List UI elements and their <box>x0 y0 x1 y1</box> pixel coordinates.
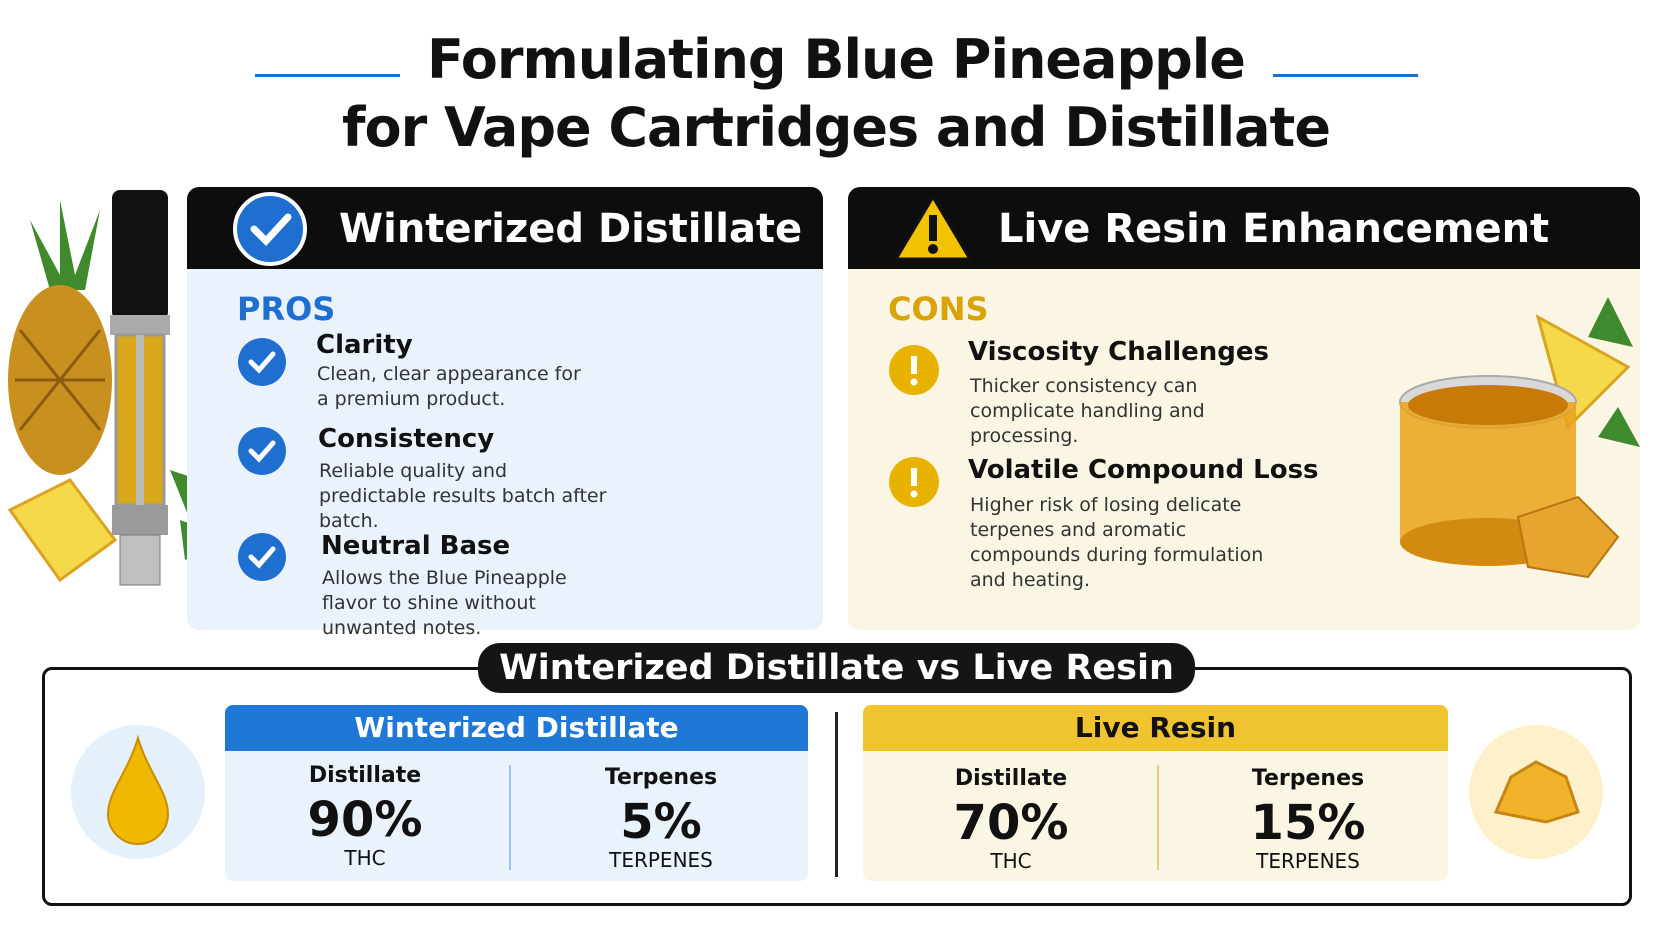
item-title: Consistency <box>318 424 495 454</box>
item-title: Neutral Base <box>321 531 511 561</box>
cartridge <box>110 190 170 586</box>
section-label: PROS <box>237 290 336 328</box>
item-text: Higher risk of losing delicate terpenes … <box>970 494 1264 591</box>
stat-label: Terpenes <box>1251 766 1365 791</box>
stat-label: Terpenes <box>604 765 718 790</box>
title-rule <box>1273 74 1418 77</box>
panel-header: Winterized Distillate <box>187 187 823 269</box>
stat-unit: TERPENES <box>609 848 713 872</box>
title-line: Formulating Blue Pineapple <box>427 28 1246 91</box>
item-text: Thicker consistency can complicate handl… <box>970 375 1205 447</box>
comparison-title: Winterized Distillate vs Live Resin <box>478 643 1195 693</box>
pros-panel: Winterized Distillate PROS <box>187 187 823 630</box>
stat-unit: THC <box>344 846 386 870</box>
check-badge <box>233 192 307 266</box>
stat-value: 90% <box>307 792 423 848</box>
divider <box>1157 765 1159 870</box>
section-label: CONS <box>888 290 989 328</box>
cartridge-illustration <box>7 190 235 586</box>
card-title: Live Resin <box>863 705 1448 751</box>
warning-icons <box>889 345 939 507</box>
stat: Distillate 90% THC <box>235 763 495 870</box>
panel-title: Winterized Distillate <box>339 206 803 252</box>
card-title: Winterized Distillate <box>225 705 808 751</box>
panel-header: Live Resin Enhancement <box>848 187 1640 269</box>
title-rule <box>255 74 400 77</box>
cons-panel: Live Resin Enhancement CONS <box>848 187 1640 630</box>
stat-label: Distillate <box>954 766 1068 791</box>
comparison-card: Live Resin Distillate 70% THC Terpenes 1… <box>863 705 1448 881</box>
stat: Terpenes 5% TERPENES <box>531 765 791 872</box>
stat-value: 5% <box>620 794 702 850</box>
comparison-card: Winterized Distillate Distillate 90% THC… <box>225 705 808 881</box>
item-text: Clean, clear appearance for a premium pr… <box>317 363 581 410</box>
panel-title: Live Resin Enhancement <box>998 206 1550 252</box>
title-line: for Vape Cartridges and Distillate <box>342 96 1331 159</box>
item-text: Allows the Blue Pineapple flavor to shin… <box>322 567 567 639</box>
item-title: Volatile Compound Loss <box>968 455 1319 485</box>
drop-icon <box>71 725 205 859</box>
divider <box>509 765 511 870</box>
stat-value: 15% <box>1250 795 1366 851</box>
check-icons <box>238 338 286 581</box>
stat-unit: TERPENES <box>1256 849 1360 873</box>
stat: Distillate 70% THC <box>881 766 1141 873</box>
stat: Terpenes 15% TERPENES <box>1178 766 1438 873</box>
warning-badge <box>894 195 972 261</box>
item-text: Reliable quality and predictable results… <box>319 460 607 532</box>
item-title: Viscosity Challenges <box>968 337 1269 367</box>
stat-unit: THC <box>990 849 1032 873</box>
resin-jar-illustration <box>1399 297 1640 579</box>
resin-icon <box>1469 725 1603 859</box>
item-title: Clarity <box>316 330 413 360</box>
stat-label: Distillate <box>308 763 422 788</box>
stat-value: 70% <box>953 795 1069 851</box>
card-divider <box>835 712 838 877</box>
